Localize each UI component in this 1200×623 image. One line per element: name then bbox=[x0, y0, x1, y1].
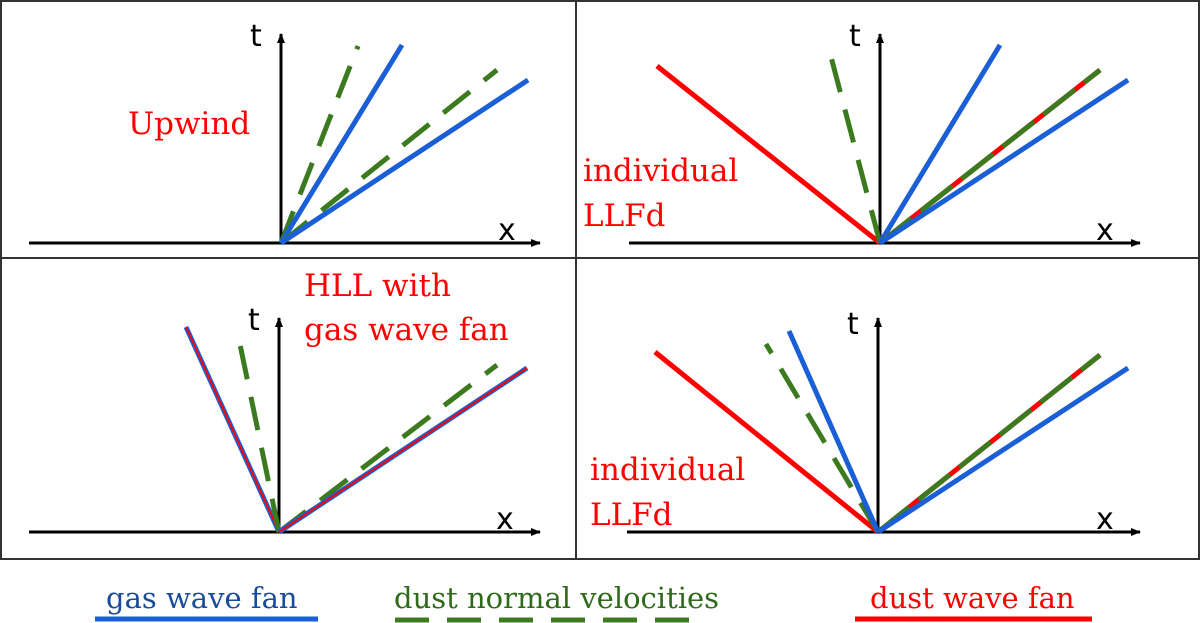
gas-wave-line bbox=[878, 77, 1130, 246]
dust-velocity-line bbox=[827, 52, 883, 244]
dust-wave-line bbox=[655, 64, 882, 245]
legend-dust-label: dust wave fan bbox=[870, 581, 1075, 615]
gas-wave-line bbox=[877, 43, 1003, 245]
panel-individual-llfd-top: t x individual LLFd bbox=[583, 19, 1141, 248]
legend: gas wave fan dust normal velocities dust… bbox=[95, 581, 1092, 623]
gas-wave-line bbox=[786, 329, 881, 534]
dust-velocity-line bbox=[763, 342, 881, 534]
t-axis-label: t bbox=[250, 19, 262, 54]
panel-upwind: t x Upwind bbox=[29, 19, 541, 248]
dust-velocity-line bbox=[234, 329, 282, 533]
panel-individual-llfd-bottom: t x individual LLFd bbox=[590, 307, 1141, 537]
panel-label: gas wave fan bbox=[304, 312, 509, 348]
panel-hll: t x HLL with gas wave fan bbox=[29, 268, 541, 537]
dust-velocity-line bbox=[876, 353, 1102, 534]
legend-velocities-label: dust normal velocities bbox=[394, 581, 719, 615]
dust-velocity-line bbox=[277, 363, 499, 534]
panel-label: HLL with bbox=[304, 268, 451, 304]
t-axis-label: t bbox=[847, 307, 859, 342]
dust-wave-line bbox=[278, 367, 528, 533]
x-axis-label: x bbox=[1096, 213, 1114, 248]
panel-label: LLFd bbox=[583, 198, 666, 234]
x-axis-label: x bbox=[498, 213, 516, 248]
t-axis-label: t bbox=[849, 19, 861, 54]
panel-grid bbox=[0, 0, 1200, 560]
x-axis-label: x bbox=[496, 502, 514, 537]
panel-label: individual bbox=[583, 153, 738, 189]
panel-label: Upwind bbox=[128, 106, 250, 142]
panel-label: individual bbox=[590, 452, 745, 488]
panel-label: LLFd bbox=[590, 497, 673, 533]
gas-wave-line bbox=[278, 43, 405, 245]
dust-wave-line bbox=[653, 350, 880, 534]
legend-gas-label: gas wave fan bbox=[106, 581, 298, 615]
gas-wave-line bbox=[876, 365, 1130, 535]
gas-wave-line bbox=[279, 77, 530, 246]
x-axis-label: x bbox=[1096, 502, 1114, 537]
t-axis-label: t bbox=[248, 303, 260, 338]
dust-velocity-line bbox=[279, 68, 499, 245]
dust-velocity-line bbox=[278, 45, 361, 244]
dust-wave-line bbox=[185, 326, 280, 533]
dust-velocity-line bbox=[878, 68, 1102, 245]
